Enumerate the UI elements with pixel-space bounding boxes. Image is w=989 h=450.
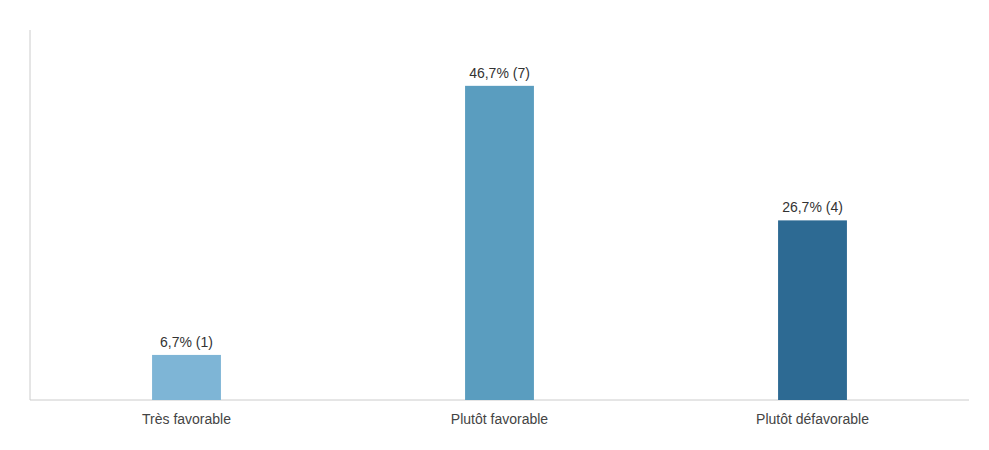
- bars: [152, 86, 847, 400]
- x-tick-label: Plutôt défavorable: [756, 411, 869, 427]
- chart: 6,7% (1) 46,7% (7) 26,7% (4) Très favorable…: [0, 0, 989, 450]
- data-label: 26,7% (4): [782, 199, 843, 215]
- bar: [465, 86, 534, 400]
- chart-container: 6,7% (1) 46,7% (7) 26,7% (4) Très favorable…: [0, 0, 989, 450]
- data-label: 46,7% (7): [469, 65, 530, 81]
- x-tick-label: Très favorable: [142, 411, 231, 427]
- y-axis-line: [30, 30, 31, 400]
- data-label: 6,7% (1): [160, 334, 213, 350]
- bar: [778, 220, 847, 400]
- bar: [152, 355, 221, 400]
- x-tick-label: Plutôt favorable: [451, 411, 548, 427]
